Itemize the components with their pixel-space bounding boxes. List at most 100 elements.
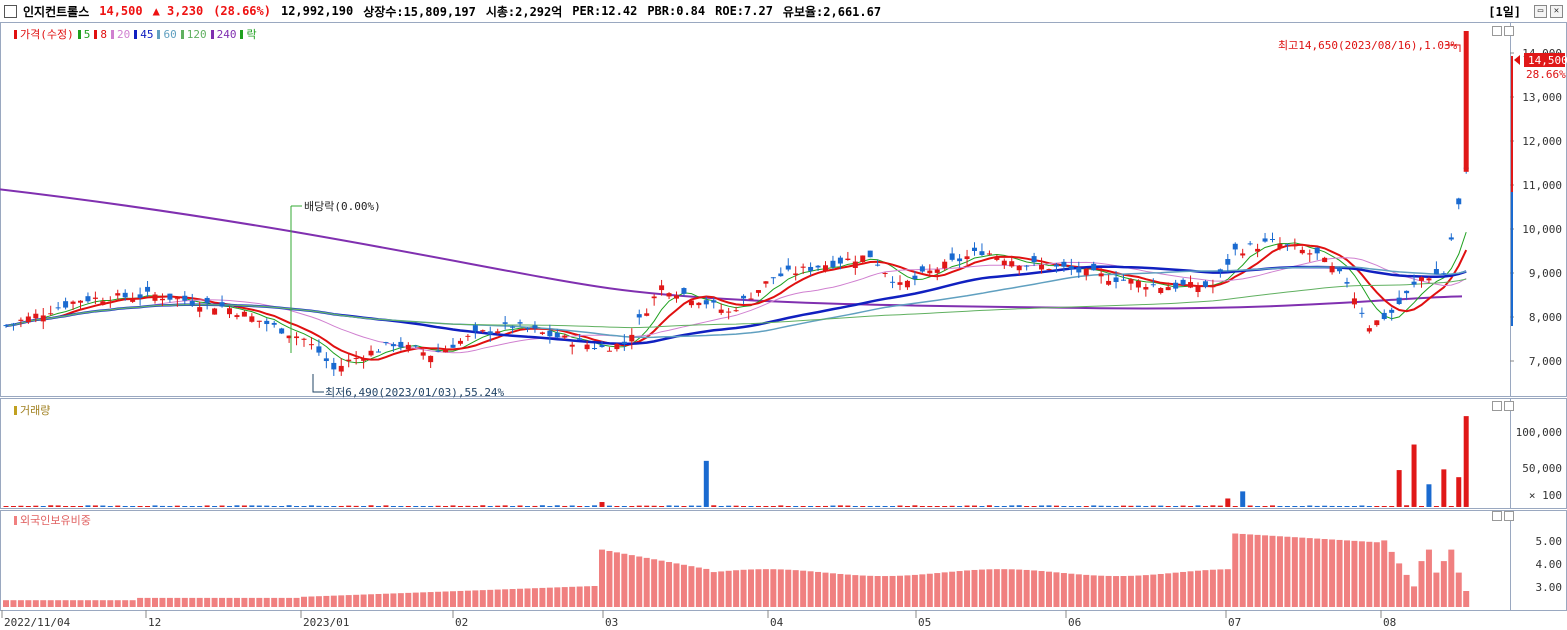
stock-name[interactable]: 인지컨트롤스 (23, 4, 90, 19)
pane-close-icon[interactable] (1504, 511, 1514, 521)
volume-legend: 거래량 (14, 402, 54, 418)
foreign-ratio-bar (703, 568, 710, 607)
foreign-ratio-bar (1053, 572, 1060, 607)
candle (927, 270, 933, 274)
legend-foreign[interactable]: 외국인보유비중 (20, 514, 91, 527)
candle (934, 269, 940, 273)
candle (338, 365, 344, 372)
candle (480, 330, 486, 332)
candle (562, 335, 568, 338)
foreign-ratio-bar (10, 600, 17, 607)
pane-max-icon[interactable] (1492, 26, 1502, 36)
foreign-ratio-bar (286, 597, 293, 607)
candle (1135, 280, 1141, 288)
volume-bar (1314, 505, 1320, 507)
candle (92, 297, 98, 299)
pane-close-icon[interactable] (1504, 401, 1514, 411)
market-cap: 시총:2,292억 (485, 4, 563, 19)
pane-max-icon[interactable] (1492, 401, 1502, 411)
candle (785, 265, 791, 270)
volume-bar (398, 506, 404, 507)
volume-bar (487, 506, 493, 507)
close-icon[interactable]: ✕ (1550, 5, 1563, 18)
volume-bar (525, 506, 530, 507)
foreign-ratio-bar (174, 597, 181, 607)
foreign-ratio-bar (941, 572, 948, 607)
foreign-ratio-bar (584, 586, 591, 607)
foreign-ratio-bar (152, 597, 158, 607)
legend-volume[interactable]: 거래량 (20, 404, 51, 417)
foreign-ratio-bar (25, 600, 32, 607)
legend-ma5[interactable]: 5 (83, 27, 91, 41)
candle (897, 282, 903, 285)
foreign-ratio-bar (517, 588, 524, 607)
pane-close-icon[interactable] (1504, 26, 1514, 36)
legend-ma240[interactable]: 240 (216, 27, 237, 41)
foreign-ratio-bar (1321, 539, 1328, 607)
foreign-ratio-bar (904, 575, 911, 607)
chart-canvas[interactable]: 배당락(0.00%) 최저6,490(2023/01/03),55.24% 최고… (0, 22, 1567, 630)
foreign-ratio-bar (1411, 586, 1418, 607)
ma5-line (5, 231, 1467, 364)
foreign-ratio-bar (815, 571, 822, 607)
volume-bar (875, 505, 881, 507)
candle (1009, 261, 1015, 267)
volume-bar (688, 505, 694, 507)
candle (152, 294, 158, 301)
select-checkbox[interactable] (4, 4, 17, 18)
y-axis-labels: 14,00013,00012,00011,00010,0009,0008,000… (1516, 47, 1562, 594)
candle (1188, 282, 1194, 288)
foreign-ratio-bar (874, 576, 881, 607)
x-tick-label: 2022/11/04 (4, 616, 71, 629)
candle (264, 320, 270, 325)
period-selector[interactable]: [1일] (1488, 5, 1521, 19)
legend-ma20[interactable]: 20 (116, 27, 131, 41)
foreign-ratio-bar (1351, 540, 1358, 607)
volume-bar (1195, 505, 1201, 507)
volume-bar (681, 506, 687, 507)
foreign-ratio-bar (1448, 549, 1455, 607)
volume-bar (48, 505, 54, 507)
legend-ma60[interactable]: 60 (163, 27, 177, 41)
legend-ma45[interactable]: 45 (140, 27, 154, 41)
foreign-ratio-bar (1046, 571, 1052, 607)
foreign-ratio-bar (844, 574, 851, 607)
foreign-ratio-bar (204, 597, 211, 607)
foreign-ratio-bar (673, 563, 680, 607)
legend-price[interactable]: 가격(수정) (20, 28, 74, 41)
volume-bar (1307, 505, 1313, 507)
foreign-ratio-bar (867, 575, 874, 607)
foreign-ratio-bar (1396, 563, 1403, 607)
volume-bar (763, 506, 769, 507)
volume-bar (934, 506, 940, 507)
candle (227, 308, 232, 315)
volume-bar (964, 505, 970, 507)
candle (174, 298, 180, 300)
candle (681, 288, 687, 294)
foreign-ratio-bar (159, 597, 166, 607)
volume-bar (18, 505, 24, 507)
foreign-ratio-bar (934, 573, 941, 607)
restore-icon[interactable]: ▭ (1534, 5, 1547, 18)
foreign-ratio-bar (62, 600, 69, 607)
candle (472, 325, 478, 332)
candle (376, 351, 381, 353)
legend-dividend[interactable]: 락 (246, 28, 257, 41)
volume-bar (264, 505, 270, 507)
legend-ma8[interactable]: 8 (100, 27, 107, 41)
foreign-ratio-bar (330, 595, 337, 607)
candle (1262, 238, 1268, 242)
price-pane-controls (1492, 26, 1514, 36)
candle (1255, 248, 1261, 252)
foreign-ratio-bar (1060, 573, 1067, 607)
candle (1053, 264, 1059, 267)
foreign-ratio-bar (710, 572, 717, 607)
volume-bar (1441, 469, 1447, 507)
volume-bar (837, 505, 843, 507)
volume-bar (599, 502, 605, 507)
volume-bar (957, 506, 963, 507)
volume-bar (331, 506, 337, 507)
pane-max-icon[interactable] (1492, 511, 1502, 521)
legend-ma120[interactable]: 120 (186, 27, 207, 41)
volume-bar (361, 506, 367, 507)
